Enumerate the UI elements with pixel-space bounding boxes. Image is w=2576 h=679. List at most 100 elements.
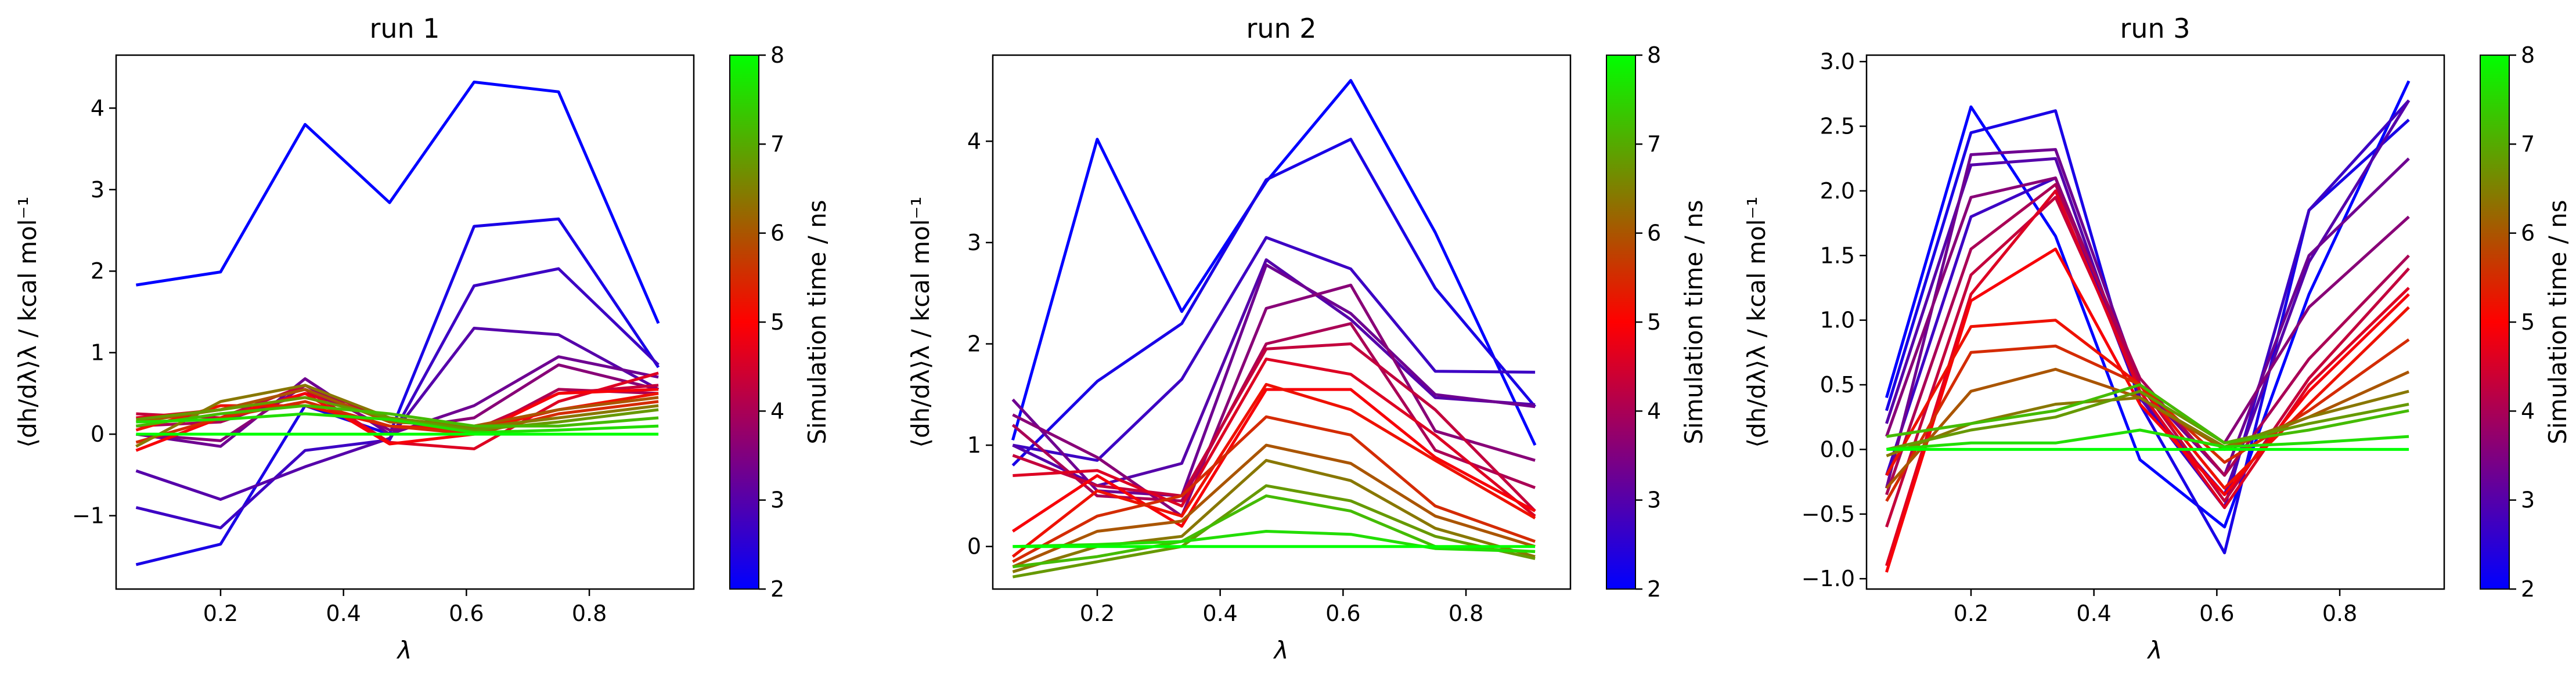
colorbar-label: Simulation time / ns	[1680, 200, 1708, 444]
colorbar-tick-label: 2	[1647, 576, 1661, 602]
series-line-15	[1886, 389, 2409, 451]
series-line-14	[1012, 458, 1536, 573]
chart-run-2: run 2 0.2 0.4 0.6 0.8 0 1 2 3 4 λ ⟨dh/dλ⟩λ / kca…	[906, 13, 1572, 664]
y-tick-label: −0.5	[1802, 501, 1855, 527]
y-tick-label: 2.5	[1820, 114, 1855, 139]
chart-title: run 2	[1246, 13, 1316, 44]
y-tick-label: 1	[967, 432, 981, 458]
colorbar-gradient	[2480, 55, 2510, 590]
x-tick-label: 0.6	[2199, 601, 2234, 626]
x-tick-label: 0.8	[2322, 601, 2357, 626]
colorbar-tick-label: 4	[1647, 398, 1661, 424]
y-tick-label: 3	[967, 230, 981, 255]
series-line-3	[1012, 236, 1536, 462]
colorbar-tick-label: 5	[770, 309, 784, 335]
series-lines	[1011, 79, 1537, 579]
y-tick-label: 3.0	[1820, 49, 1855, 74]
colorbar-label: Simulation time / ns	[803, 200, 831, 444]
series-line-6	[136, 363, 659, 442]
colorbar-tick-label: 8	[1647, 42, 1661, 68]
series-line-7	[1885, 183, 2410, 496]
colorbar: 2 3 4 5 6 7 8 Simulation time / ns	[1606, 42, 1708, 602]
x-tick-label: 0.6	[1325, 601, 1360, 626]
colorbar-ticks: 2 3 4 5 6 7 8	[759, 42, 784, 602]
colorbar-tick-label: 8	[2521, 42, 2535, 68]
series-line-17	[1886, 428, 2409, 451]
y-axis-label: ⟨dh/dλ⟩λ / kcal mol⁻¹	[1742, 197, 1771, 448]
x-tick-label: 0.6	[449, 601, 484, 626]
x-tick-label: 0.8	[572, 601, 607, 626]
colorbar-tick-label: 4	[770, 398, 784, 424]
chart-run-1: run 1 0.2 0.4 0.6 0.8 −1 0 1 2 3 4 λ ⟨dh/dλ⟩λ / k…	[13, 13, 695, 664]
colorbar-tick-label: 8	[770, 42, 784, 68]
plot-frame	[115, 54, 695, 590]
series-line-16	[1886, 383, 2409, 445]
series-line-17	[1013, 530, 1536, 553]
series-line-12	[1012, 415, 1536, 564]
series-line-13	[1012, 443, 1536, 568]
series-line-11	[1011, 382, 1536, 558]
series-line-1	[136, 80, 660, 324]
colorbar-tick-label: 3	[1647, 487, 1661, 513]
colorbar-tick-label: 3	[2521, 487, 2535, 513]
plot-frame	[992, 54, 1572, 590]
series-line-7	[1011, 322, 1536, 503]
colorbar-tick-label: 2	[770, 576, 784, 602]
axis-ticks: 0.2 0.4 0.6 0.8 −1 0 1 2 3 4	[72, 95, 607, 626]
series-lines	[1885, 80, 2411, 573]
x-tick-label: 0.4	[1202, 601, 1237, 626]
y-tick-label: 0	[967, 534, 981, 559]
series-line-2	[1011, 138, 1537, 467]
x-tick-label: 0.2	[1954, 601, 1988, 626]
y-tick-label: 2	[967, 331, 981, 357]
chart-title: run 1	[369, 13, 439, 44]
y-tick-label: 0.0	[1820, 436, 1855, 462]
series-line-12	[135, 400, 659, 444]
colorbar: 2 3 4 5 6 7 8 Simulation time / ns	[729, 42, 831, 602]
colorbar-tick-label: 6	[770, 221, 784, 246]
x-axis-label: λ	[2147, 636, 2163, 664]
colorbar: 2 3 4 5 6 7 8 Simulation time / ns	[2480, 42, 2572, 602]
colorbar-tick-label: 7	[2521, 131, 2535, 157]
y-tick-label: −1.0	[1802, 566, 1855, 591]
series-line-1	[1885, 80, 2411, 529]
y-tick-label: 0	[91, 421, 105, 447]
series-line-10	[1012, 388, 1536, 533]
y-tick-label: 1.0	[1820, 308, 1855, 333]
chart-run-3: run 3 0.2 0.4 0.6 0.8 −1.0 −0.5 0.0 0.5 1.0 1.5 2.…	[1742, 13, 2445, 664]
series-line-3	[1885, 99, 2410, 510]
y-tick-label: 1.5	[1820, 243, 1855, 268]
series-lines	[135, 80, 660, 566]
colorbar-gradient	[729, 55, 759, 590]
y-tick-label: 4	[967, 128, 981, 154]
series-line-4	[135, 327, 660, 501]
series-line-15	[136, 396, 659, 432]
plot-frame	[1865, 54, 2445, 590]
y-tick-label: 4	[91, 95, 105, 121]
y-tick-label: 3	[91, 177, 105, 203]
series-line-3	[135, 267, 660, 530]
series-line-9	[1013, 357, 1536, 518]
series-line-6	[1012, 283, 1536, 518]
series-line-10	[1885, 247, 2410, 573]
y-tick-label: 2	[91, 258, 105, 284]
colorbar-tick-label: 6	[1647, 221, 1661, 246]
series-line-17	[136, 412, 659, 434]
colorbar-tick-label: 6	[2521, 221, 2535, 246]
series-line-16	[136, 404, 659, 428]
chart-title: run 3	[2120, 13, 2190, 44]
x-tick-label: 0.4	[326, 601, 361, 626]
y-tick-label: −1	[72, 503, 105, 529]
y-tick-label: 1	[91, 340, 105, 366]
colorbar-tick-label: 5	[2521, 309, 2535, 335]
series-line-8	[1012, 342, 1536, 512]
series-line-15	[1012, 484, 1536, 579]
colorbar-tick-label: 3	[770, 487, 784, 513]
x-tick-label: 0.8	[1449, 601, 1483, 626]
colorbar-tick-label: 5	[1647, 309, 1661, 335]
y-tick-label: 2.0	[1820, 178, 1855, 204]
colorbar-label: Simulation time / ns	[2543, 200, 2572, 444]
x-axis-label: λ	[397, 636, 412, 664]
x-tick-label: 0.2	[203, 601, 238, 626]
